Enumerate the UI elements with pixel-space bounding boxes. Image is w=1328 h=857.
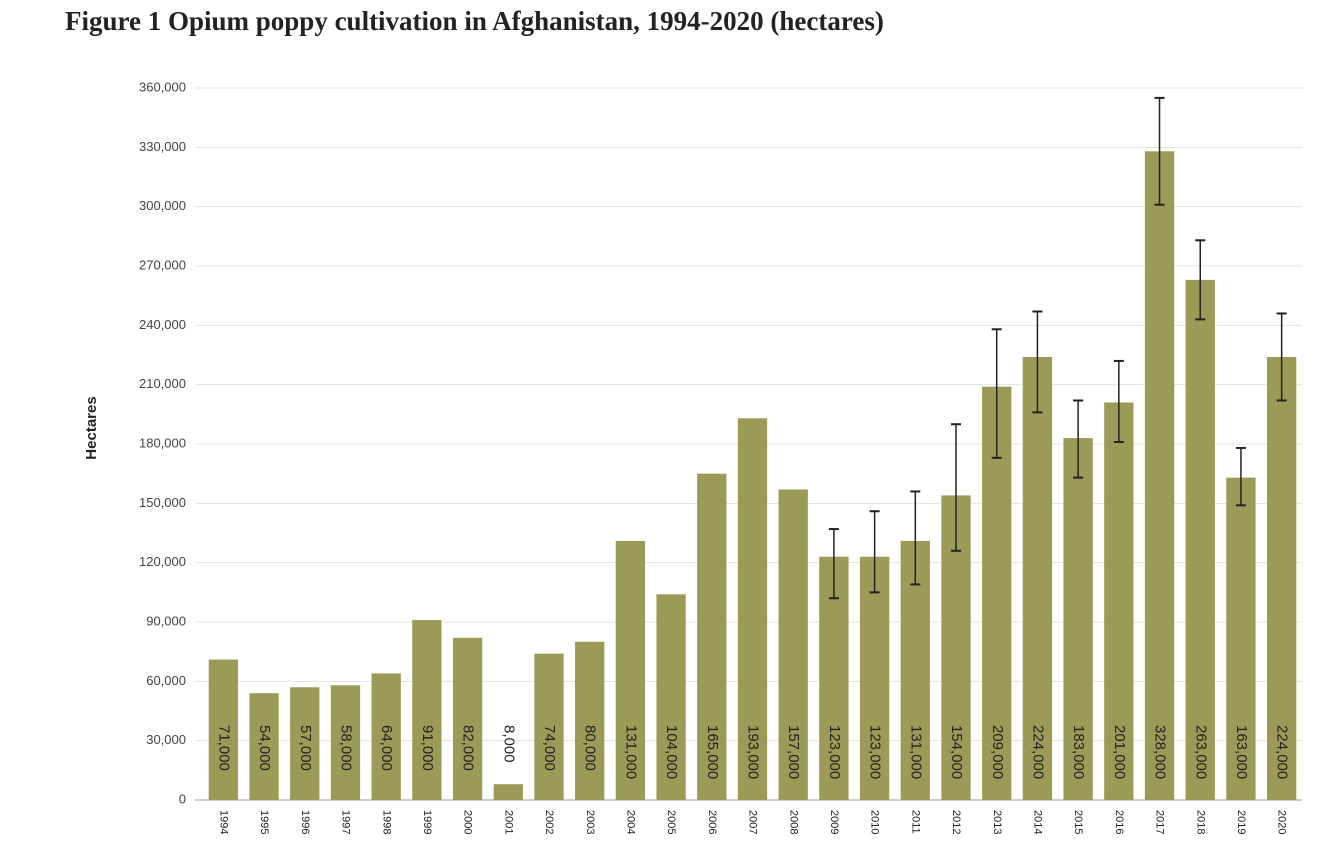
x-tick-label: 2010 xyxy=(869,810,881,834)
x-tick-label: 1994 xyxy=(217,810,229,834)
x-tick-label: 2008 xyxy=(787,810,799,834)
bar xyxy=(656,594,686,800)
data-label: 131,000 xyxy=(907,725,924,779)
bar xyxy=(493,784,523,800)
data-label: 183,000 xyxy=(1070,725,1087,779)
x-tick-label: 2015 xyxy=(1072,810,1084,834)
chart-title: Figure 1 Opium poppy cultivation in Afgh… xyxy=(65,6,884,36)
x-tick-label: 2005 xyxy=(665,810,677,834)
data-label: 224,000 xyxy=(1274,725,1291,779)
bar xyxy=(1144,151,1175,801)
x-tick-label: 2018 xyxy=(1194,810,1206,834)
data-label: 80,000 xyxy=(582,725,599,771)
bar xyxy=(452,637,483,800)
bar xyxy=(330,685,361,800)
x-tick-label: 2009 xyxy=(828,810,840,834)
x-tick-label: 2016 xyxy=(1113,810,1125,834)
x-tick-label: 1998 xyxy=(380,810,392,834)
bar xyxy=(1266,356,1297,800)
bar xyxy=(249,693,279,800)
data-label: 104,000 xyxy=(663,725,680,779)
x-tick-label: 2020 xyxy=(1276,810,1288,834)
data-label: 209,000 xyxy=(989,725,1006,779)
data-label: 57,000 xyxy=(297,725,314,771)
x-tick-label: 2007 xyxy=(747,810,759,834)
y-tick-label: 270,000 xyxy=(139,257,186,272)
data-label: 328,000 xyxy=(1152,725,1169,779)
data-label: 82,000 xyxy=(460,725,477,771)
data-label: 8,000 xyxy=(500,725,517,763)
data-label: 123,000 xyxy=(826,725,843,779)
x-tick-label: 1995 xyxy=(258,810,270,834)
y-tick-label: 0 xyxy=(179,791,186,806)
x-tick-label: 1996 xyxy=(299,810,311,834)
data-label: 91,000 xyxy=(419,725,436,771)
y-tick-label: 150,000 xyxy=(139,495,186,510)
x-tick-label: 2003 xyxy=(584,810,596,834)
y-tick-label: 300,000 xyxy=(139,198,186,213)
x-tick-label: 2012 xyxy=(950,810,962,834)
x-tick-label: 2011 xyxy=(909,810,921,834)
y-axis-label: Hectares xyxy=(83,396,100,459)
data-label: 58,000 xyxy=(337,725,354,771)
data-label: 71,000 xyxy=(215,725,232,771)
y-tick-label: 210,000 xyxy=(139,376,186,391)
data-label: 201,000 xyxy=(1111,725,1128,779)
bar xyxy=(1185,279,1215,800)
x-tick-label: 2013 xyxy=(991,810,1003,834)
x-tick-label: 2002 xyxy=(543,810,555,834)
y-tick-label: 30,000 xyxy=(146,732,186,747)
x-tick-label: 1999 xyxy=(421,810,433,834)
data-label: 54,000 xyxy=(256,725,273,771)
x-tick-label: 2000 xyxy=(462,810,474,834)
x-tick-label: 2017 xyxy=(1154,810,1166,834)
y-tick-label: 120,000 xyxy=(139,554,186,569)
data-label: 263,000 xyxy=(1192,725,1209,779)
data-label: 131,000 xyxy=(622,725,639,779)
bar xyxy=(615,540,646,800)
x-tick-label: 2001 xyxy=(502,810,514,834)
data-label: 154,000 xyxy=(948,725,965,779)
data-label: 163,000 xyxy=(1233,725,1250,779)
data-label: 157,000 xyxy=(785,725,802,779)
y-tick-label: 180,000 xyxy=(139,435,186,450)
y-tick-label: 360,000 xyxy=(139,79,186,94)
data-label: 64,000 xyxy=(378,725,395,771)
data-label: 165,000 xyxy=(704,725,721,779)
data-label: 193,000 xyxy=(745,725,762,779)
x-tick-label: 2019 xyxy=(1235,810,1247,834)
bar xyxy=(534,653,564,800)
bar xyxy=(412,620,442,800)
x-tick-label: 1997 xyxy=(340,810,352,834)
y-tick-label: 330,000 xyxy=(139,139,186,154)
data-label: 74,000 xyxy=(541,725,558,771)
y-tick-label: 60,000 xyxy=(146,673,186,688)
data-label: 123,000 xyxy=(867,725,884,779)
bar xyxy=(1226,477,1256,800)
bar xyxy=(697,473,727,800)
bar xyxy=(575,641,605,800)
bar xyxy=(1022,356,1053,800)
x-tick-label: 2004 xyxy=(624,810,636,834)
bar xyxy=(1063,438,1093,800)
y-tick-label: 90,000 xyxy=(146,613,186,628)
bar xyxy=(737,418,768,800)
y-tick-label: 240,000 xyxy=(139,317,186,332)
bar xyxy=(859,556,890,800)
data-label: 224,000 xyxy=(1029,725,1046,779)
bar xyxy=(778,489,808,800)
bar xyxy=(1104,402,1134,800)
bar xyxy=(371,673,401,800)
x-tick-label: 2014 xyxy=(1032,810,1044,834)
bar xyxy=(290,687,320,800)
x-tick-label: 2006 xyxy=(706,810,718,834)
bar xyxy=(208,659,239,800)
